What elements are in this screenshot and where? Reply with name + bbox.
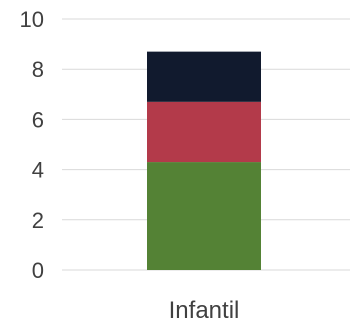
y-tick-label: 0 bbox=[32, 258, 44, 283]
bars bbox=[147, 51, 261, 270]
bar-segment bbox=[147, 162, 261, 270]
bar-segment bbox=[147, 51, 261, 102]
bar-segment bbox=[147, 101, 261, 163]
y-tick-label: 10 bbox=[20, 7, 44, 32]
y-tick-label: 8 bbox=[32, 57, 44, 82]
x-axis-category-labels: Infantil bbox=[169, 297, 240, 324]
y-tick-label: 6 bbox=[32, 107, 44, 132]
x-category-label: Infantil bbox=[169, 297, 240, 324]
y-tick-label: 4 bbox=[32, 158, 44, 183]
y-axis-tick-labels: 0 2 4 6 8 10 bbox=[20, 7, 44, 283]
y-tick-label: 2 bbox=[32, 208, 44, 233]
